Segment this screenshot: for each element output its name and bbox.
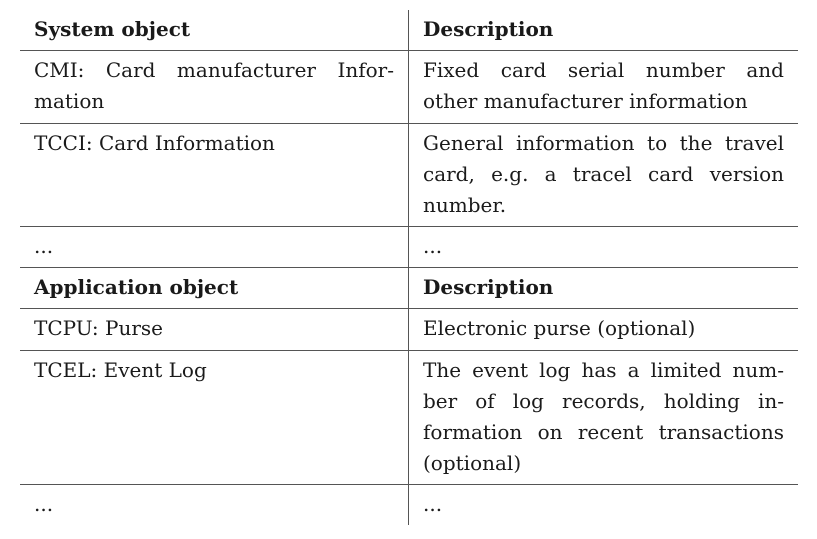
cell-line: Electronic purse (optional) <box>423 316 696 340</box>
table-row: TCPU: Purse Electronic purse (optional) <box>20 309 798 351</box>
ellipsis-text: ... <box>423 492 443 516</box>
description-header: Description <box>423 17 554 41</box>
system-object-header: System object <box>20 10 409 50</box>
object-cell: TCCI: Card Information <box>20 124 409 226</box>
cell-line: formation on recent transactions <box>423 420 784 444</box>
description-cell: The event log has a limited num- ber of … <box>409 351 798 484</box>
table-row: TCCI: Card Information General informati… <box>20 124 798 227</box>
description-header: Description <box>423 275 554 299</box>
cell-line: ber of log records, holding in- <box>423 389 784 413</box>
description-cell: Electronic purse (optional) <box>409 309 798 350</box>
application-object-header: Application object <box>20 268 409 308</box>
ellipsis-text: ... <box>34 234 54 258</box>
cell-line: number. <box>423 193 507 217</box>
description-cell: General information to the travel card, … <box>409 124 798 226</box>
description-cell: ... <box>409 485 798 525</box>
objects-table: System object Description CMI: Card manu… <box>20 10 798 525</box>
object-cell: TCEL: Event Log <box>20 351 409 484</box>
ellipsis-text: ... <box>423 234 443 258</box>
cell-line: TCEL: Event Log <box>34 358 207 382</box>
table-row: CMI: Card manufacturer Infor- mation Fix… <box>20 51 798 124</box>
table-row: ... ... <box>20 485 798 525</box>
cell-line: mation <box>34 89 105 113</box>
cell-line: General information to the travel <box>423 131 784 155</box>
description-cell: ... <box>409 227 798 267</box>
description-cell: Fixed card serial number and other manuf… <box>409 51 798 123</box>
ellipsis-text: ... <box>34 492 54 516</box>
object-cell: TCPU: Purse <box>20 309 409 350</box>
application-object-header-row: Application object Description <box>20 268 798 309</box>
table-row: TCEL: Event Log The event log has a limi… <box>20 351 798 485</box>
cell-line: TCPU: Purse <box>34 316 163 340</box>
cell-line: other manufacturer information <box>423 89 748 113</box>
cell-line: (optional) <box>423 451 522 475</box>
cell-line: card, e.g. a tracel card version <box>423 162 784 186</box>
object-cell: ... <box>20 485 409 525</box>
system-object-header-row: System object Description <box>20 10 798 51</box>
cell-line: CMI: Card manufacturer Infor- <box>34 58 394 82</box>
cell-line: The event log has a limited num- <box>423 358 784 382</box>
object-cell: CMI: Card manufacturer Infor- mation <box>20 51 409 123</box>
table-row: ... ... <box>20 227 798 268</box>
cell-line: Fixed card serial number and <box>423 58 784 82</box>
object-cell: ... <box>20 227 409 267</box>
cell-line: TCCI: Card Information <box>34 131 275 155</box>
